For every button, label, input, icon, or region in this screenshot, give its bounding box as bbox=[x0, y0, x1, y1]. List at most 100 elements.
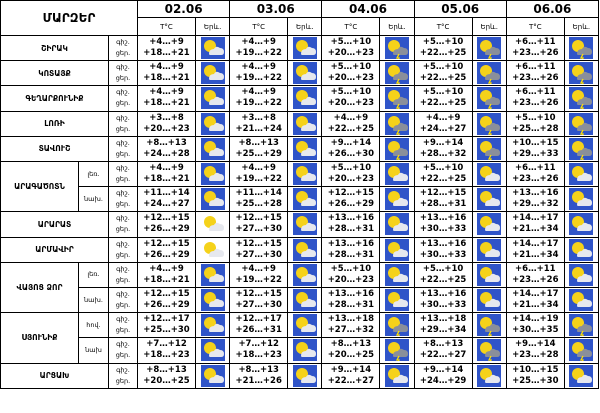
weather-icon bbox=[384, 37, 409, 60]
day-temp: +30…+35 bbox=[512, 325, 559, 336]
region: ԱՐԱՐԱՏ bbox=[0, 211, 109, 238]
icon-cell bbox=[287, 60, 323, 87]
temp-label: T°C bbox=[252, 22, 266, 31]
night-temp: +9…+14 bbox=[330, 364, 372, 375]
weather-icon bbox=[200, 188, 225, 211]
icon-cell bbox=[563, 337, 599, 364]
temps: +4…+9 +19…+22 bbox=[229, 261, 289, 288]
date-header: 05.06 bbox=[413, 0, 507, 18]
night-temp: +5…+10 bbox=[422, 37, 464, 48]
day-temp: +20…+23 bbox=[327, 174, 375, 185]
night-temp: +6…+11 bbox=[515, 37, 556, 48]
night-label: գիշ. bbox=[116, 189, 130, 198]
temps: +9…+14 +24…+29 bbox=[413, 362, 473, 389]
temps: +12…+15 +26…+29 bbox=[321, 186, 381, 213]
night-temp: +9…+14 bbox=[515, 339, 556, 350]
night-temp: +5…+10 bbox=[422, 62, 464, 73]
weather-icon bbox=[200, 364, 225, 387]
weather-icon bbox=[292, 62, 317, 85]
region-name: ԿՈՏԱՅՔ bbox=[38, 68, 71, 78]
region-name: ԱՐՑԱԽ bbox=[39, 371, 70, 381]
temps: +13…+16 +28…+31 bbox=[321, 287, 381, 314]
day-temp: +20…+25 bbox=[327, 350, 375, 361]
night-label: գիշ. bbox=[116, 138, 130, 147]
region-name: ԼՈՌԻ bbox=[44, 119, 65, 129]
day-temp: +28…+31 bbox=[327, 224, 375, 235]
temps: +4…+9 +19…+22 bbox=[229, 161, 289, 188]
day-label: ցեր. bbox=[115, 99, 131, 108]
day-temp: +24…+28 bbox=[143, 148, 190, 159]
night-temp: +8…+13 bbox=[422, 339, 464, 350]
region: ՍՅՈՒՆԻՔ bbox=[0, 312, 79, 364]
day-temp: +23…+26 bbox=[512, 73, 559, 84]
icon-cell bbox=[471, 261, 507, 288]
day-temp: +24…+27 bbox=[419, 123, 467, 134]
temps: +4…+9 +18…+21 bbox=[137, 261, 196, 288]
night-temp: +8…+13 bbox=[238, 364, 279, 375]
temps: +7…+12 +18…+23 bbox=[229, 337, 289, 364]
night-temp: +13…+16 bbox=[327, 213, 375, 224]
icon-cell bbox=[563, 85, 599, 112]
day-temp: +19…+22 bbox=[235, 174, 282, 185]
icon-cell bbox=[379, 211, 415, 238]
weather-icon bbox=[200, 289, 225, 312]
period-labels: գիշ. ցեր. bbox=[108, 312, 138, 339]
temps: +10…+15 +29…+33 bbox=[505, 135, 565, 162]
day-label: ցեր. bbox=[115, 326, 131, 335]
icon-cell bbox=[379, 135, 415, 162]
icon-cell bbox=[195, 211, 231, 238]
icon-cell bbox=[195, 35, 231, 62]
sub-region-label: լեռ. bbox=[87, 169, 100, 178]
temps: +12…+15 +27…+30 bbox=[229, 236, 289, 263]
day-temp: +26…+29 bbox=[143, 249, 190, 260]
temps: +4…+9 +24…+27 bbox=[413, 110, 473, 137]
weather-icon bbox=[200, 163, 225, 186]
weather-icon bbox=[384, 62, 409, 85]
icon-cell bbox=[563, 261, 599, 288]
night-temp: +12…+15 bbox=[235, 213, 282, 224]
weather-icon bbox=[477, 289, 502, 312]
weather-icon bbox=[292, 213, 317, 236]
night-label: գիշ. bbox=[116, 164, 130, 173]
day-temp: +21…+34 bbox=[512, 249, 559, 260]
day-temp: +25…+29 bbox=[235, 148, 282, 159]
day-label: ցեր. bbox=[115, 250, 131, 259]
weather-icon bbox=[569, 364, 594, 387]
day-temp: +30…+33 bbox=[419, 224, 467, 235]
icon-cell bbox=[287, 110, 323, 137]
night-temp: +3…+8 bbox=[149, 112, 184, 123]
icon-cell bbox=[379, 362, 415, 389]
date: 05.06 bbox=[441, 2, 480, 16]
icon-cell bbox=[563, 161, 599, 188]
night-temp: +8…+13 bbox=[146, 364, 187, 375]
night-label: գիշ. bbox=[116, 88, 130, 97]
day-label: ցեր. bbox=[115, 351, 131, 360]
header-title-text: ՄԱՐԶԵՐ bbox=[42, 11, 96, 25]
night-temp: +11…+14 bbox=[143, 188, 190, 199]
day-label: ցեր. bbox=[115, 376, 131, 385]
day-temp: +25…+30 bbox=[512, 375, 559, 386]
day-temp: +26…+29 bbox=[327, 199, 375, 210]
weather-icon bbox=[569, 163, 594, 186]
day-temp: +27…+30 bbox=[235, 249, 282, 260]
night-temp: +6…+11 bbox=[515, 62, 556, 73]
temps: +12…+17 +25…+30 bbox=[137, 312, 196, 339]
day-temp: +22…+27 bbox=[327, 375, 375, 386]
icon-cell bbox=[287, 312, 323, 339]
day-label: ցեր. bbox=[115, 225, 131, 234]
night-temp: +5…+10 bbox=[422, 87, 464, 98]
weather-icon bbox=[569, 62, 594, 85]
icon-cell bbox=[563, 362, 599, 389]
weather-icon bbox=[384, 188, 409, 211]
day-temp: +22…+27 bbox=[419, 350, 467, 361]
temps: +11…+14 +25…+28 bbox=[229, 186, 289, 213]
night-temp: +4…+9 bbox=[149, 37, 184, 48]
icon-cell bbox=[379, 312, 415, 339]
date-header: 04.06 bbox=[321, 0, 415, 18]
temp-label: T°C bbox=[528, 22, 542, 31]
day-temp: +22…+25 bbox=[419, 48, 467, 59]
day-temp: +18…+21 bbox=[143, 174, 190, 185]
icon-cell bbox=[563, 287, 599, 314]
period-labels: գիշ. ցեր. bbox=[108, 211, 138, 238]
